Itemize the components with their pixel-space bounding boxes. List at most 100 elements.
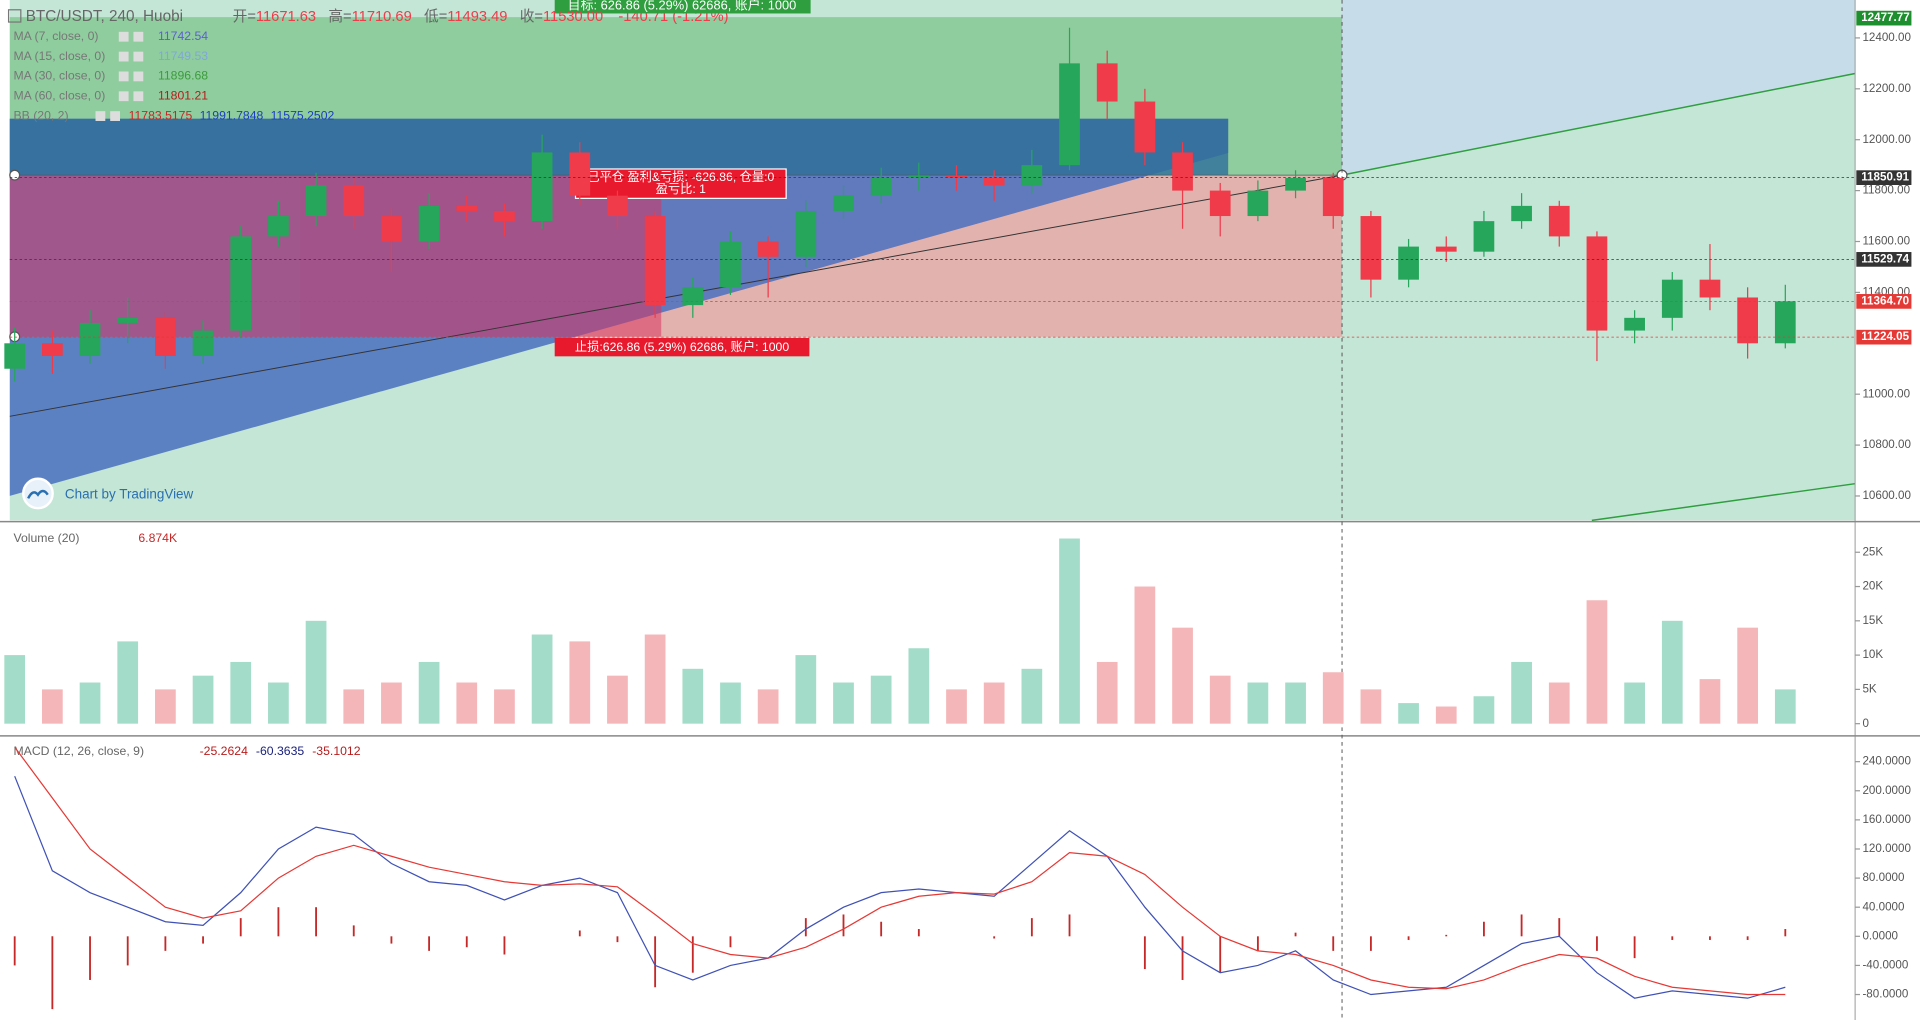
volume-bar — [1059, 538, 1080, 724]
indicator-settings[interactable] — [118, 31, 129, 42]
y-tick-label: 11800.00 — [1862, 184, 1910, 197]
y-tick-label: 5K — [1862, 682, 1876, 695]
candle-body — [1661, 279, 1683, 318]
y-tick-label: 200.0000 — [1862, 784, 1911, 797]
candle-body — [644, 216, 666, 306]
y-tick-label: 12400.00 — [1862, 31, 1911, 44]
candle-body — [4, 343, 26, 369]
volume-bar — [569, 641, 591, 724]
volume-bar — [1322, 672, 1344, 724]
volume-bar — [1737, 627, 1758, 724]
volume-bar — [757, 689, 779, 724]
volume-bar — [155, 689, 176, 724]
target-label: 目标: 626.86 (5.29%) 62686, 账户: 1000 — [568, 0, 796, 13]
y-tick-label: 80.0000 — [1862, 871, 1905, 884]
volume-bar — [946, 689, 967, 724]
stop-label: 止损:626.86 (5.29%) 62686, 账户: 1000 — [575, 339, 789, 354]
volume-bar — [1548, 682, 1570, 724]
closed-label: 已平仓 盈利&亏损: -626.86, 仓量:0 — [587, 170, 774, 184]
volume-bar — [230, 661, 252, 724]
candle-body — [79, 322, 101, 357]
indicator-close[interactable] — [110, 111, 120, 121]
volume-bar — [1209, 675, 1231, 724]
y-tick-label: 240.0000 — [1862, 755, 1911, 768]
y-tick-label: 0.0000 — [1862, 929, 1898, 942]
y-tick-label: 25K — [1862, 545, 1883, 558]
price-axis — [1855, 0, 1920, 1020]
volume-bar — [1285, 682, 1306, 724]
indicator-value: 11896.68 — [158, 69, 208, 83]
candle-body — [1737, 297, 1758, 344]
candle-body — [1511, 205, 1532, 222]
volume-bar — [1398, 703, 1419, 724]
symbol: BTC/USDT, 240, Huobi — [26, 8, 183, 25]
candle-body — [1322, 177, 1344, 217]
volume-bar — [833, 682, 854, 724]
tv-logo-mark — [27, 489, 49, 499]
candle-body — [1134, 101, 1156, 153]
volume-bar — [494, 689, 515, 724]
candle-body — [946, 175, 967, 178]
symbol-icon[interactable] — [7, 9, 22, 23]
indicator-settings[interactable] — [118, 71, 129, 82]
y-tick-label: 0 — [1862, 717, 1869, 730]
macd-readout: -25.2624 — [200, 744, 248, 758]
candle-body — [117, 317, 139, 323]
ohlc-value: 11493.49 — [447, 9, 507, 25]
volume-bar — [192, 675, 214, 724]
volume-last: 6.874K — [138, 531, 178, 545]
indicator-name: BB (20, 2) — [13, 108, 68, 122]
macd-readout: -60.3635 — [256, 744, 304, 758]
price-marker: 12477.77 — [1861, 11, 1909, 24]
volume-bar — [1247, 682, 1269, 724]
macd-readout: -35.1012 — [312, 744, 360, 758]
indicator-name: MA (7, close, 0) — [13, 29, 98, 43]
ohlc-value: 11710.69 — [352, 9, 412, 25]
candle-body — [381, 216, 402, 242]
volume-bar — [1435, 706, 1457, 724]
indicator-value: 11742.54 — [158, 29, 208, 43]
volume-bar — [343, 689, 365, 724]
volume-bar — [1586, 600, 1608, 724]
y-tick-label: 15K — [1862, 614, 1883, 627]
watermark[interactable]: Chart by TradingView — [65, 486, 194, 501]
indicator-close[interactable] — [133, 71, 144, 82]
candle-body — [1059, 63, 1080, 166]
price-marker: 11850.91 — [1861, 171, 1909, 184]
indicator-settings[interactable] — [95, 111, 106, 121]
channel-line — [1591, 482, 1856, 522]
candle-body — [418, 205, 440, 242]
candle-body — [42, 343, 63, 357]
candle-body — [1548, 205, 1570, 237]
candle-body — [607, 195, 628, 217]
candle-body — [1247, 190, 1269, 217]
indicator-settings[interactable] — [118, 51, 129, 62]
volume-bar — [418, 661, 440, 724]
y-tick-label: 12000.00 — [1862, 133, 1911, 146]
trend-line — [9, 174, 1343, 417]
closed-label-bg — [574, 168, 787, 199]
candle-body — [343, 185, 365, 217]
candle-body — [795, 210, 817, 257]
handle[interactable] — [9, 169, 21, 181]
volume-bar — [4, 655, 26, 724]
indicator-close[interactable] — [133, 31, 144, 42]
y-tick-label: -80.0000 — [1862, 988, 1908, 1001]
candle-body — [1172, 152, 1193, 191]
candle-body — [1624, 317, 1645, 331]
price-marker-bg — [1856, 170, 1912, 185]
candle-body — [1021, 165, 1043, 186]
ohlc-label: 开= — [233, 9, 256, 25]
candle-body — [682, 287, 704, 306]
indicator-close[interactable] — [133, 51, 144, 62]
upper-zone — [1342, 0, 1856, 176]
volume-title: Volume (20) — [13, 531, 79, 545]
price-marker: 11364.70 — [1861, 294, 1909, 307]
volume-bar — [1511, 661, 1532, 724]
indicator-settings[interactable] — [118, 91, 129, 102]
indicator-close[interactable] — [133, 91, 144, 102]
volume-bar — [531, 634, 553, 724]
volume-bar — [456, 682, 478, 724]
target-label-bg — [554, 0, 811, 14]
